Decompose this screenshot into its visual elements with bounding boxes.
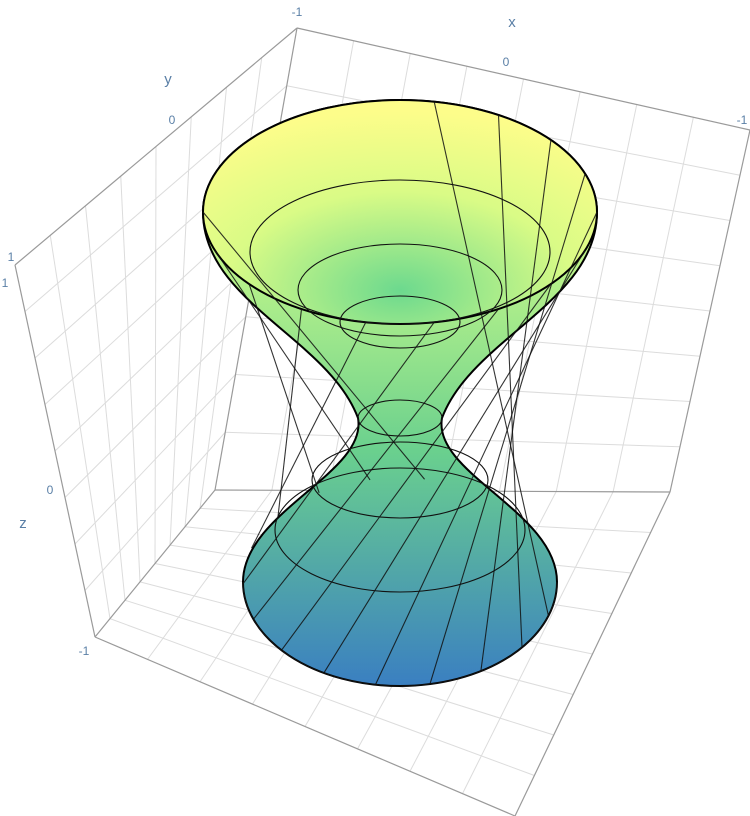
surface-ruling: [281, 283, 552, 651]
x-tick-label: 0: [503, 55, 510, 69]
z-tick-label: 0: [47, 483, 54, 497]
surface-ruling: [480, 139, 552, 672]
x-axis-title: x: [508, 14, 516, 31]
z-axis-title: z: [19, 515, 27, 532]
axis-box-edge: [14, 27, 298, 266]
grid-line: [555, 104, 638, 492]
surface-ruling: [323, 250, 586, 674]
axis-box-edge: [514, 491, 671, 816]
z-tick-label: -1: [79, 644, 90, 658]
x-tick-label: -1: [737, 113, 748, 127]
axis-box-edge: [669, 129, 750, 493]
surface-ring: [274, 467, 526, 593]
grid-line: [225, 431, 681, 448]
grid-line: [235, 374, 691, 402]
grid-line: [169, 116, 192, 546]
surface-ring: [249, 179, 551, 325]
surface-wireframe: [202, 101, 598, 687]
hyperboloid-surface[interactable]: [201, 99, 599, 687]
surface-ruling: [251, 322, 367, 549]
surface-ring: [311, 441, 489, 519]
grid-line: [84, 431, 226, 591]
axis-box-edge: [94, 489, 216, 638]
surface-ruling: [497, 114, 523, 648]
y-axis-title: y: [164, 71, 172, 88]
surface-ring: [357, 399, 443, 437]
grid-line: [612, 117, 694, 492]
surface-ruling: [277, 308, 303, 517]
top-rim-opening: [202, 99, 598, 325]
surface-ruling: [433, 101, 549, 616]
surface-ruling: [242, 321, 435, 585]
axis-box-edge: [296, 27, 750, 131]
grid-line: [54, 258, 257, 452]
axis-box-edge: [14, 264, 96, 638]
grid-line: [199, 57, 263, 509]
x-tick-label: -1: [292, 5, 303, 19]
z-tick-label: 1: [2, 276, 9, 290]
grid-line: [462, 491, 614, 794]
y-tick-label: 0: [169, 113, 176, 127]
bottom-rim: [242, 581, 558, 687]
surface-ring: [339, 295, 461, 349]
y-tick-label: 1: [8, 250, 15, 264]
grid-line: [64, 316, 247, 498]
grid-line: [74, 374, 236, 545]
surface-ruling: [214, 249, 371, 481]
grid-line: [184, 87, 227, 527]
surface-ruling: [252, 308, 499, 620]
surface-ruling: [429, 173, 586, 685]
surface-ruling: [202, 211, 425, 480]
surface-ring: [297, 243, 503, 337]
axis-box-edge: [94, 636, 516, 816]
